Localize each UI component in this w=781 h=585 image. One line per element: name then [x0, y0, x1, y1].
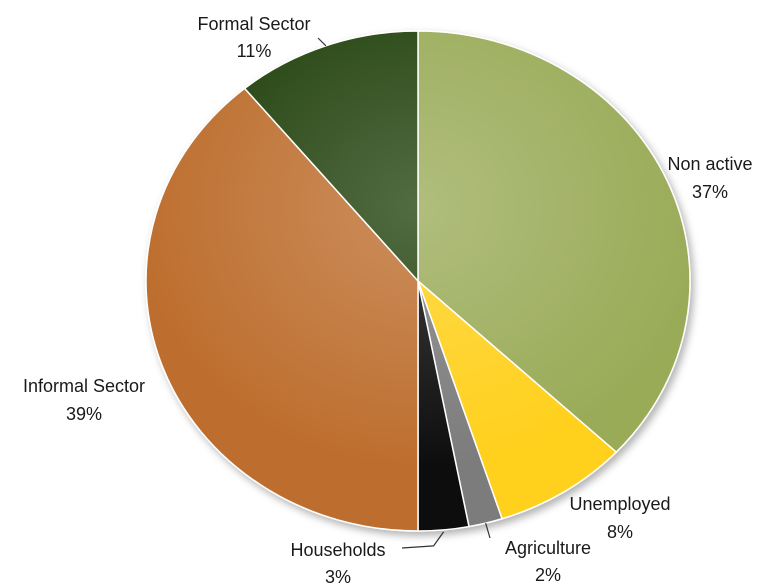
leader-line-households — [401, 531, 445, 549]
leader-line-agriculture — [485, 522, 491, 539]
label-formal-sector: Formal Sector — [197, 14, 310, 34]
leader-line-formal-sector — [317, 37, 327, 47]
percent-agriculture: 2% — [535, 565, 561, 585]
label-agriculture: Agriculture — [505, 538, 591, 558]
pie-slices — [145, 30, 691, 532]
percent-informal-sector: 39% — [66, 404, 102, 424]
percent-formal-sector: 11% — [237, 41, 272, 61]
label-households: Households — [290, 540, 385, 560]
percent-non-active: 37% — [692, 182, 728, 202]
label-non-active: Non active — [667, 154, 752, 174]
percent-unemployed: 8% — [607, 522, 633, 542]
label-unemployed: Unemployed — [569, 494, 670, 514]
percent-households: 3% — [325, 567, 351, 585]
label-informal-sector: Informal Sector — [23, 376, 145, 396]
slice-labels: Non active 37% Unemployed 8% Agriculture 2% Ho… — [23, 14, 753, 585]
